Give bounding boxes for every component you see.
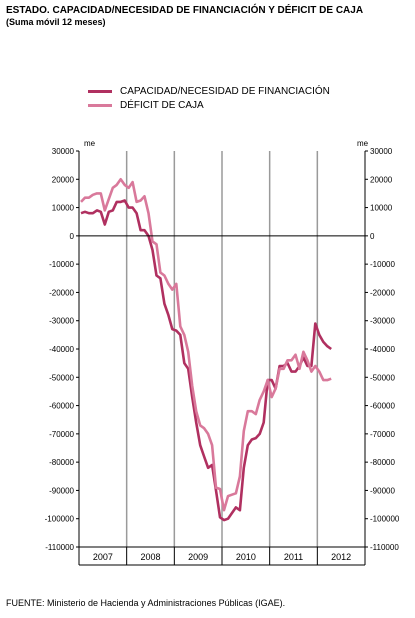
y-tick-label-right: -30000 (370, 317, 395, 326)
x-tick-label: 2010 (236, 552, 256, 562)
y-tick-label-left: -70000 (49, 430, 74, 439)
legend-swatch-deficit (88, 103, 112, 107)
legend-label-capacidad: CAPACIDAD/NECESIDAD DE FINANCIACIÓN (120, 85, 330, 97)
y-tick-label-right: 20000 (370, 175, 393, 184)
y-tick-label-right: 30000 (370, 147, 393, 156)
y-tick-label-right: -110000 (370, 543, 399, 552)
y-tick-label-left: -50000 (49, 373, 74, 382)
series-line-deficit (80, 178, 332, 512)
x-tick-label: 2007 (93, 552, 113, 562)
unit-label-left: me (84, 139, 96, 148)
legend-item-deficit: DÉFICIT DE CAJA (88, 98, 204, 112)
y-tick-label-right: -10000 (370, 260, 395, 269)
y-tick-label-left: 10000 (52, 204, 75, 213)
y-tick-label-left: -110000 (45, 543, 74, 552)
legend-item-capacidad: CAPACIDAD/NECESIDAD DE FINANCIACIÓN (88, 84, 330, 98)
legend-label-deficit: DÉFICIT DE CAJA (120, 99, 204, 111)
y-tick-label-right: -70000 (370, 430, 395, 439)
x-tick-label: 2012 (331, 552, 351, 562)
y-tick-label-left: 30000 (52, 147, 75, 156)
series-line-capacidad (80, 199, 332, 522)
y-tick-label-left: -80000 (49, 458, 74, 467)
y-tick-label-right: -50000 (370, 373, 395, 382)
y-tick-label-right: -90000 (370, 486, 395, 495)
x-tick-label: 2008 (140, 552, 160, 562)
source-note: FUENTE: Ministerio de Hacienda y Adminis… (6, 598, 286, 608)
y-tick-label-right: -40000 (370, 345, 395, 354)
y-tick-label-left: -90000 (49, 486, 74, 495)
y-tick-label-left: -100000 (45, 515, 75, 524)
line-chart: me me 30000 30000 20000 20000 10000 10000 0 0 -1… (45, 139, 400, 566)
x-tick-label: 2009 (188, 552, 208, 562)
y-tick-label-left: -60000 (49, 402, 74, 411)
legend-swatch-capacidad (88, 89, 112, 93)
y-tick-label-right: 10000 (370, 204, 393, 213)
unit-label-right: me (357, 139, 369, 148)
y-tick-label-left: 20000 (52, 175, 75, 184)
chart-title: ESTADO. CAPACIDAD/NECESIDAD DE FINANCIAC… (6, 5, 364, 16)
y-tick-label-right: -80000 (370, 458, 395, 467)
y-tick-label-left: 0 (70, 232, 75, 241)
y-tick-label-right: 0 (370, 232, 375, 241)
y-tick-label-right: -100000 (370, 515, 400, 524)
y-tick-label-right: -20000 (370, 288, 395, 297)
x-tick-label: 2011 (284, 552, 303, 562)
y-tick-label-right: -60000 (370, 402, 395, 411)
y-tick-label-left: -30000 (49, 317, 74, 326)
chart-subtitle: (Suma móvil 12 meses) (6, 17, 106, 27)
y-tick-label-left: -20000 (49, 288, 74, 297)
y-tick-label-left: -10000 (49, 260, 74, 269)
y-tick-label-left: -40000 (49, 345, 74, 354)
